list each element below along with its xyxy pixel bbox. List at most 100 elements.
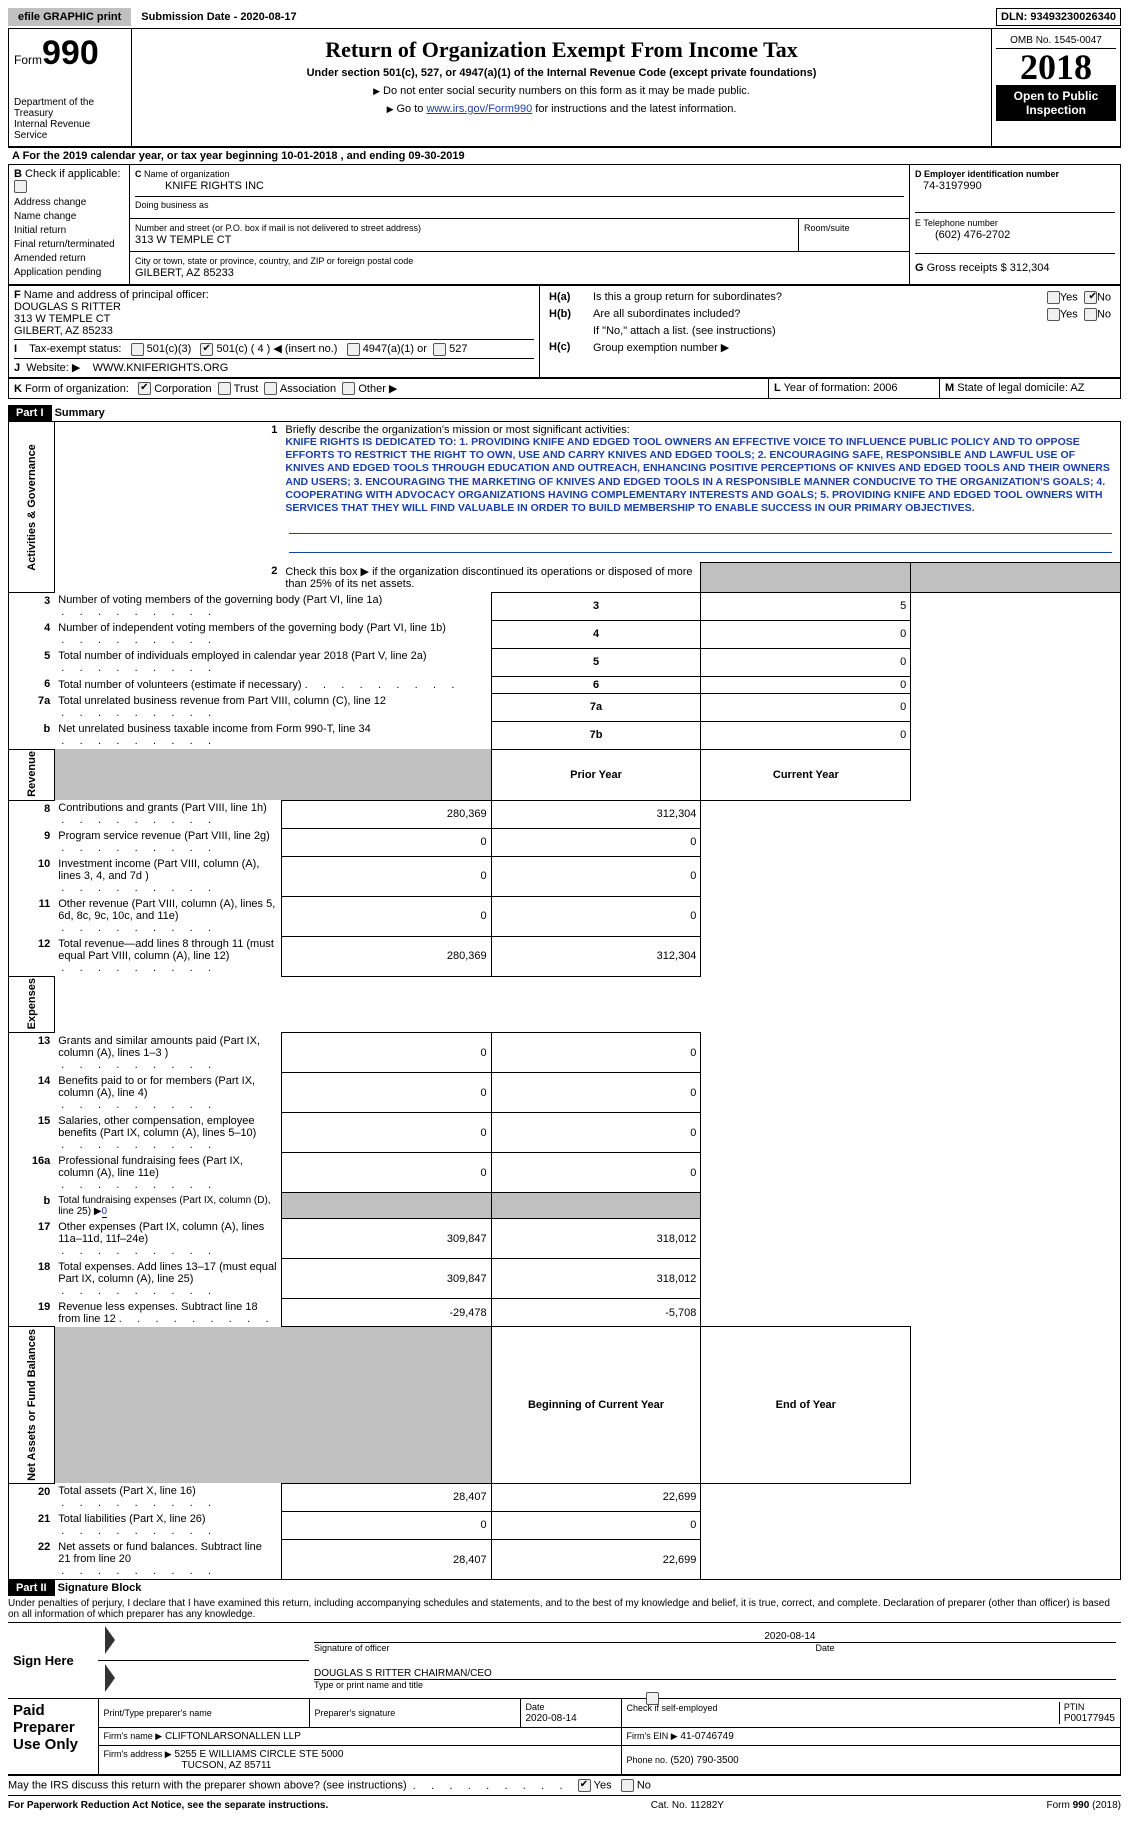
line-label: 3: [491, 592, 701, 620]
prior-value: 0: [281, 828, 491, 856]
vlabel-netassets: Net Assets or Fund Balances: [9, 1327, 55, 1484]
box-k-label: K: [14, 383, 22, 395]
checkbox-assoc[interactable]: [264, 382, 277, 395]
checkbox-ha-yes[interactable]: [1047, 291, 1060, 304]
line-num: 11: [9, 896, 55, 936]
prior-value: 0: [281, 1153, 491, 1193]
checkbox-527[interactable]: [433, 343, 446, 356]
open-public-badge: Open to Public Inspection: [996, 85, 1116, 121]
form-prefix: Form: [14, 53, 42, 67]
prep-name-label: Print/Type preparer's name: [104, 1708, 212, 1718]
box-j-label: J: [14, 362, 20, 374]
prior-year-header: Prior Year: [491, 749, 701, 800]
hb-label: H(b): [549, 308, 571, 320]
form-number: 990: [42, 34, 99, 72]
checkbox-ha-no[interactable]: [1084, 291, 1097, 304]
prior-value: 0: [281, 1073, 491, 1113]
opt-501c: 501(c) ( 4 ) ◀ (insert no.): [217, 343, 338, 355]
checkbox-4947[interactable]: [347, 343, 360, 356]
line-16b-num: b: [9, 1193, 55, 1219]
line-num: 6: [9, 676, 55, 693]
line-label: 5: [491, 648, 701, 676]
checkbox-hb-yes[interactable]: [1047, 308, 1060, 321]
boxb-item: Name change: [14, 211, 124, 222]
line-num: 8: [9, 800, 55, 828]
hb-text: Are all subordinates included?: [589, 306, 987, 323]
ha-text: Is this a group return for subordinates?: [589, 289, 987, 306]
klm-table: K Form of organization: Corporation Trus…: [8, 378, 1121, 400]
ptin-value: P00177945: [1064, 1713, 1115, 1724]
opt-assoc: Association: [280, 383, 336, 395]
line-text: Other expenses (Part IX, column (A), lin…: [58, 1221, 264, 1245]
checkbox-hb-no[interactable]: [1084, 308, 1097, 321]
current-value: 0: [491, 1113, 701, 1153]
line-label: 6: [491, 676, 701, 693]
boxb-item: Final return/terminated: [14, 239, 124, 250]
blank-line: [289, 519, 1112, 534]
checkbox-discuss-yes[interactable]: [578, 1779, 591, 1792]
line-num: 19: [9, 1299, 55, 1327]
form-org-label: Form of organization:: [25, 383, 129, 395]
prior-value: 0: [281, 896, 491, 936]
line-num: b: [9, 721, 55, 749]
firm-addr2: TUCSON, AZ 85711: [182, 1760, 272, 1771]
phone-label: E Telephone number: [915, 218, 998, 228]
line-num: 7a: [9, 693, 55, 721]
line-value: 0: [701, 620, 911, 648]
state-domicile: State of legal domicile: AZ: [957, 382, 1084, 394]
submission-date: Submission Date - 2020-08-17: [135, 8, 302, 26]
boxb-item: Initial return: [14, 225, 124, 236]
form990-link[interactable]: www.irs.gov/Form990: [426, 103, 532, 115]
line-num: 3: [9, 592, 55, 620]
vlabel-governance: Activities & Governance: [9, 422, 55, 593]
ein-value: 74-3197990: [923, 180, 982, 192]
firm-name: CLIFTONLARSONALLEN LLP: [165, 1731, 301, 1742]
box-f-label: F: [14, 289, 21, 301]
footer: For Paperwork Reduction Act Notice, see …: [8, 1800, 1121, 1811]
checkbox-501c3[interactable]: [131, 343, 144, 356]
dln-number: DLN: 93493230026340: [996, 8, 1121, 26]
current-value: 22,699: [491, 1539, 701, 1580]
penalty-text: Under penalties of perjury, I declare th…: [8, 1596, 1121, 1623]
checkbox-corp[interactable]: [138, 382, 151, 395]
box-c-label: C: [135, 169, 142, 179]
current-value: 0: [491, 828, 701, 856]
dots: [410, 1780, 563, 1792]
line-num: 16a: [9, 1153, 55, 1193]
efile-print-button[interactable]: efile GRAPHIC print: [8, 8, 131, 26]
line-num: 22: [9, 1539, 55, 1580]
line-text: Total unrelated business revenue from Pa…: [58, 695, 386, 707]
line-num: 10: [9, 856, 55, 896]
checkbox-self-employed[interactable]: [646, 1692, 659, 1705]
line-text: Total expenses. Add lines 13–17 (must eq…: [58, 1261, 276, 1285]
officer-name: DOUGLAS S RITTER: [14, 301, 121, 313]
line-num: 18: [9, 1259, 55, 1299]
line-text: Program service revenue (Part VIII, line…: [58, 830, 270, 842]
checkbox-trust[interactable]: [218, 382, 231, 395]
tax-status-label: Tax-exempt status:: [29, 343, 121, 355]
street-value: 313 W TEMPLE CT: [135, 234, 231, 246]
sig-date-value: 2020-08-14: [314, 1631, 1116, 1642]
line-text: Total number of individuals employed in …: [58, 650, 426, 662]
line-text: Salaries, other compensation, employee b…: [58, 1115, 256, 1139]
current-value: 0: [491, 896, 701, 936]
summary-table: Activities & Governance 1 Briefly descri…: [8, 421, 1121, 1580]
irs-label: Internal Revenue Service: [14, 119, 126, 141]
discuss-yes: Yes: [594, 1780, 612, 1792]
check-if-label: Check if applicable:: [25, 168, 120, 180]
checkbox-other[interactable]: [342, 382, 355, 395]
boxb-item: Amended return: [14, 253, 124, 264]
box-b-label: B: [14, 168, 22, 180]
officer-info-table: F Name and address of principal officer:…: [8, 285, 1121, 378]
checkbox-501c[interactable]: [200, 343, 213, 356]
current-value: 312,304: [491, 936, 701, 976]
checkbox-applicable[interactable]: [14, 180, 27, 193]
opt-corp: Corporation: [154, 383, 211, 395]
website-label: Website: ▶: [26, 362, 80, 374]
no-label: No: [1097, 291, 1111, 303]
line-value: 0: [701, 648, 911, 676]
hc-label: H(c): [549, 341, 570, 353]
warning-text: Do not enter social security numbers on …: [373, 85, 750, 97]
form-subtitle: Under section 501(c), 527, or 4947(a)(1)…: [136, 67, 987, 79]
checkbox-discuss-no[interactable]: [621, 1779, 634, 1792]
